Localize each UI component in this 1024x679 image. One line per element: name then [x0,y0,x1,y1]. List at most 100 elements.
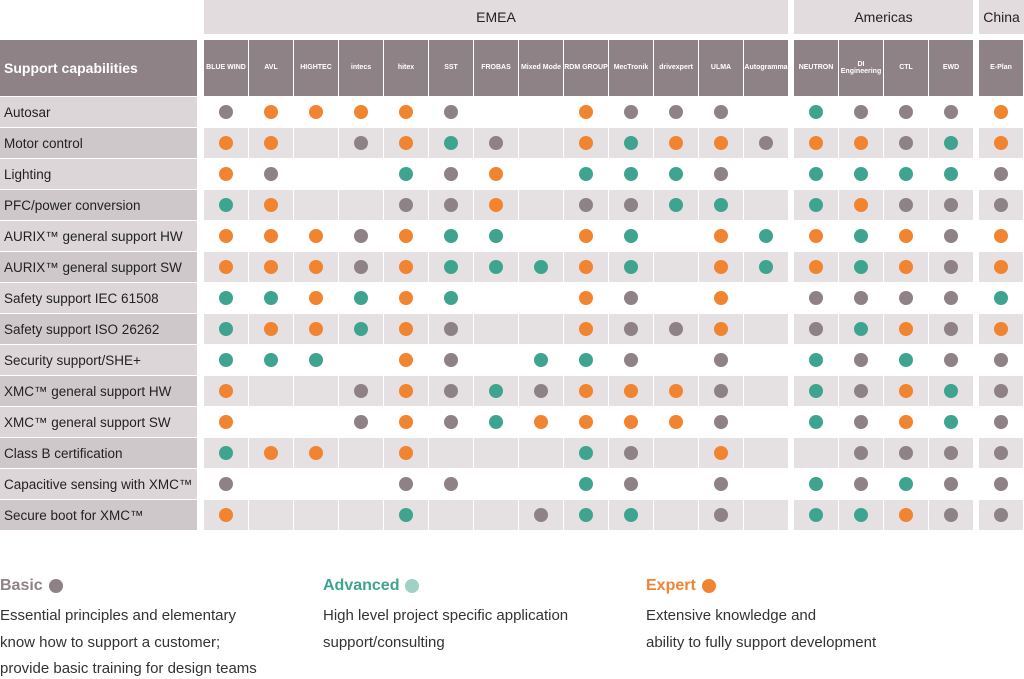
advanced-dot-icon [579,477,593,491]
matrix-cell [384,221,428,251]
basic-dot-icon [944,353,958,367]
matrix-cell [339,345,383,375]
matrix-cell [699,314,743,344]
company-logo-drivexpert: drivexpert [654,40,698,96]
matrix-cell [249,283,293,313]
basic-dot-icon [994,415,1008,429]
matrix-cell [519,252,563,282]
basic-dot-icon [994,167,1008,181]
matrix-cell [249,252,293,282]
matrix-cell [564,500,608,530]
company-logo-hitex: hitex [384,40,428,96]
matrix-cell [609,345,653,375]
advanced-dot-icon [899,477,913,491]
expert-dot-icon [264,322,278,336]
expert-dot-icon [994,136,1008,150]
matrix-cell [794,500,838,530]
advanced-dot-icon [854,229,868,243]
legend-advanced-line: support/consulting [323,633,445,651]
basic-dot-icon [854,477,868,491]
basic-dot-icon [854,415,868,429]
matrix-cell [699,438,743,468]
advanced-dot-icon [899,167,913,181]
matrix-cell [839,345,883,375]
matrix-cell [884,314,928,344]
matrix-cell [979,469,1023,499]
basic-dot-icon [809,291,823,305]
matrix-cell [884,128,928,158]
matrix-cell [699,97,743,127]
expert-dot-icon [899,415,913,429]
matrix-cell [249,438,293,468]
matrix-cell [979,283,1023,313]
row-label: AURIX™ general support SW [0,252,197,282]
matrix-cell [979,97,1023,127]
advanced-dot-icon [809,167,823,181]
expert-dot-icon [809,229,823,243]
expert-dot-icon [309,260,323,274]
expert-dot-icon [994,229,1008,243]
basic-dot-icon [354,384,368,398]
matrix-cell [979,438,1023,468]
matrix-cell [794,345,838,375]
row-label: Autosar [0,97,197,127]
basic-dot-icon [994,198,1008,212]
basic-dot-icon [624,105,638,119]
matrix-cell [519,97,563,127]
matrix-cell [654,159,698,189]
matrix-cell [979,407,1023,437]
matrix-cell [929,376,973,406]
expert-dot-icon [399,353,413,367]
company-logo-ulma: ULMA [699,40,743,96]
matrix-cell [884,221,928,251]
basic-dot-icon [944,198,958,212]
advanced-dot-icon [944,384,958,398]
basic-dot-icon [714,353,728,367]
matrix-cell [294,345,338,375]
basic-dot-icon [809,322,823,336]
expert-dot-icon [994,260,1008,274]
matrix-cell [249,97,293,127]
region-header-americas: Americas [794,0,973,34]
advanced-dot-icon [489,415,503,429]
expert-dot-icon [264,260,278,274]
legend-basic-desc: Essential principles and elementary know… [0,603,257,679]
advanced-dot-icon [944,415,958,429]
matrix-cell [929,283,973,313]
matrix-cell [474,97,518,127]
row-label: PFC/power conversion [0,190,197,220]
matrix-cell [609,438,653,468]
matrix-cell [429,190,473,220]
basic-dot-icon [219,105,233,119]
basic-dot-icon [444,415,458,429]
expert-dot-icon [309,105,323,119]
expert-dot-icon [264,105,278,119]
matrix-cell [474,283,518,313]
advanced-dot-icon [624,260,638,274]
matrix-cell [564,190,608,220]
expert-dot-icon [489,198,503,212]
legend-expert-line: ability to fully support development [646,633,877,651]
advanced-dot-icon [444,291,458,305]
matrix-cell [384,190,428,220]
matrix-cell [429,252,473,282]
company-logo-ewd: EWD [929,40,973,96]
advanced-dot-icon [624,508,638,522]
expert-dot-icon [399,446,413,460]
expert-dot-icon [899,322,913,336]
basic-dot-icon [534,384,548,398]
basic-dot-icon [399,198,413,212]
advanced-dot-icon [399,508,413,522]
matrix-cell [519,438,563,468]
expert-dot-icon [809,136,823,150]
expert-dot-icon [714,291,728,305]
expert-dot-icon [714,446,728,460]
basic-dot-icon [899,105,913,119]
matrix-cell [699,190,743,220]
advanced-dot-icon [809,105,823,119]
advanced-dot-icon [219,198,233,212]
expert-dot-icon [669,415,683,429]
matrix-cell [744,190,788,220]
matrix-cell [744,345,788,375]
matrix-cell [744,252,788,282]
